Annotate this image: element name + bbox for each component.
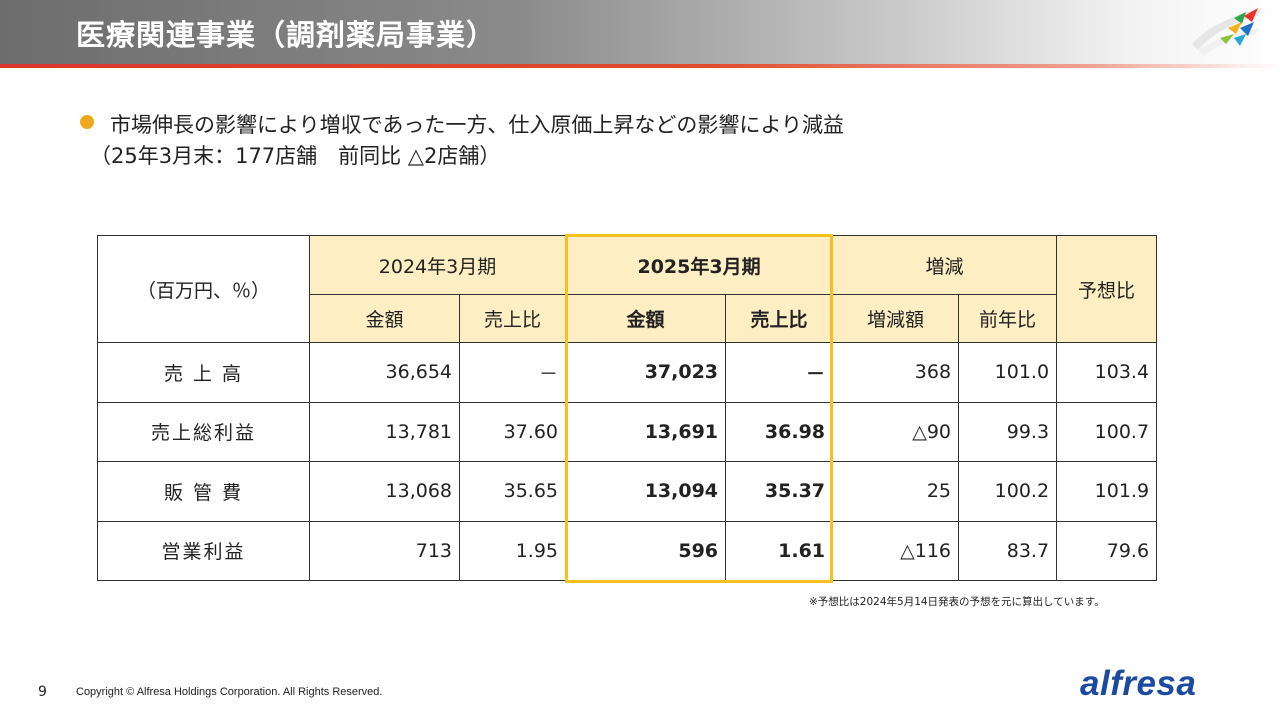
header-fy2025: 2025年3月期 xyxy=(565,235,834,295)
cell-ratio-2024: － xyxy=(458,342,567,403)
subheader-ratio-2024: 売上比 xyxy=(458,294,567,343)
cell-amount-2024: 713 xyxy=(309,520,460,581)
cell-ratio-2024: 1.95 xyxy=(458,520,567,581)
row-label: 売 上 高 xyxy=(97,342,310,403)
subheader-ratio-2025: 売上比 xyxy=(725,294,834,343)
cell-amount-2025: 37,023 xyxy=(565,342,727,403)
cell-ratio-2024: 37.60 xyxy=(458,401,567,462)
cell-amount-2024: 13,068 xyxy=(309,461,460,522)
row-label: 販 管 費 xyxy=(97,461,310,522)
footnote: ※予想比は2024年5月14日発表の予想を元に算出しています。 xyxy=(809,596,1105,608)
subheader-amount-2024: 金額 xyxy=(309,294,460,343)
summary-text-line2: （25年3月末：177店舗 前同比 △2店舗） xyxy=(90,144,501,168)
header-forecast-ratio: 予想比 xyxy=(1056,235,1158,343)
cell-change-amount: △116 xyxy=(832,520,960,581)
cell-yoy: 83.7 xyxy=(958,520,1058,581)
copyright: Copyright © Alfresa Holdings Corporation… xyxy=(76,686,383,698)
unit-label: （百万円、％） xyxy=(97,235,310,343)
cell-amount-2025: 13,094 xyxy=(565,461,727,522)
summary-text-line1: 市場伸長の影響により増収であった一方、仕入原価上昇などの影響により減益 xyxy=(110,113,844,137)
cell-amount-2024: 13,781 xyxy=(309,401,460,462)
alfresa-brand-mark-icon xyxy=(1192,8,1262,56)
cell-ratio-2025: － xyxy=(725,342,834,403)
cell-change-amount: △90 xyxy=(832,401,960,462)
page-number: 9 xyxy=(38,684,47,700)
table-row: 営業利益 713 1.95 596 1.61 △116 83.7 79.6 xyxy=(97,520,1158,581)
financial-table: （百万円、％） 2024年3月期 2025年3月期 増減 予想比 金額 売上比 … xyxy=(97,235,1158,581)
cell-ratio-2025: 36.98 xyxy=(725,401,834,462)
circle-bullet-icon xyxy=(80,115,94,129)
subheader-yoy: 前年比 xyxy=(958,294,1058,343)
subheader-change-amount: 増減額 xyxy=(832,294,960,343)
cell-change-amount: 25 xyxy=(832,461,960,522)
header-change: 増減 xyxy=(832,235,1058,295)
cell-forecast-ratio: 100.7 xyxy=(1056,401,1158,462)
cell-amount-2025: 13,691 xyxy=(565,401,727,462)
table-header-row: （百万円、％） 2024年3月期 2025年3月期 増減 予想比 xyxy=(97,235,1158,343)
cell-forecast-ratio: 103.4 xyxy=(1056,342,1158,403)
row-label: 売上総利益 xyxy=(97,401,310,462)
cell-ratio-2024: 35.65 xyxy=(458,461,567,522)
row-label: 営業利益 xyxy=(97,520,310,581)
cell-ratio-2025: 35.37 xyxy=(725,461,834,522)
cell-forecast-ratio: 79.6 xyxy=(1056,520,1158,581)
cell-amount-2025: 596 xyxy=(565,520,727,581)
cell-ratio-2025: 1.61 xyxy=(725,520,834,581)
table-row: 販 管 費 13,068 35.65 13,094 35.37 25 100.2… xyxy=(97,461,1158,522)
table-subheader-row: 金額 売上比 金額 売上比 増減額 前年比 xyxy=(98,294,1157,343)
alfresa-logo: alfresa xyxy=(1080,664,1197,703)
page-title: 医療関連事業（調剤薬局事業） xyxy=(76,18,497,52)
header-fy2024: 2024年3月期 xyxy=(308,235,567,295)
cell-forecast-ratio: 101.9 xyxy=(1056,461,1158,522)
subheader-amount-2025: 金額 xyxy=(565,294,727,343)
cell-yoy: 100.2 xyxy=(958,461,1058,522)
cell-amount-2024: 36,654 xyxy=(309,342,460,403)
table-row: 売 上 高 36,654 － 37,023 － 368 101.0 103.4 xyxy=(97,342,1158,403)
header-red-line xyxy=(0,64,1280,68)
cell-yoy: 99.3 xyxy=(958,401,1058,462)
header-bar xyxy=(0,0,1280,64)
cell-yoy: 101.0 xyxy=(958,342,1058,403)
table-row: 売上総利益 13,781 37.60 13,691 36.98 △90 99.3… xyxy=(97,401,1158,462)
cell-change-amount: 368 xyxy=(832,342,960,403)
